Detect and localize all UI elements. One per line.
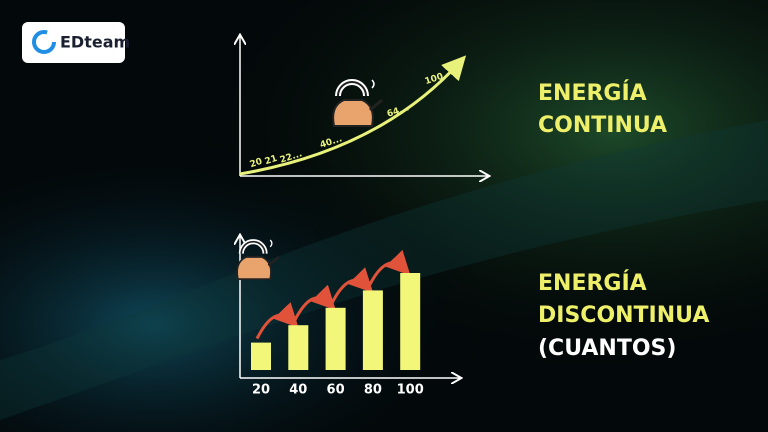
bar-label: 80 xyxy=(364,383,382,398)
heading: (CUANTOS) xyxy=(538,336,676,361)
bar xyxy=(362,290,383,370)
kettle-icon xyxy=(332,79,383,127)
bar xyxy=(325,307,346,370)
heading: ENERGÍA xyxy=(538,270,647,296)
step-arrow xyxy=(330,267,374,305)
logo-text: EDteam xyxy=(60,33,130,52)
bar xyxy=(288,325,309,370)
step-arrow xyxy=(255,302,299,340)
wave xyxy=(0,120,768,420)
curve-label: 21 xyxy=(264,154,279,167)
bar xyxy=(400,273,421,370)
heading: ENERGÍA xyxy=(538,80,647,106)
bar-label: 100 xyxy=(397,383,424,398)
curve-label: 20 xyxy=(249,157,264,170)
energy-curve xyxy=(239,55,467,176)
heading: DISCONTINUA xyxy=(538,303,709,328)
bar xyxy=(251,342,271,370)
bar-label: 40 xyxy=(289,383,307,398)
logo[interactable]: EDteam xyxy=(22,22,130,63)
step-arrow xyxy=(367,249,411,288)
step-arrow xyxy=(292,284,336,322)
heading: CONTINUA xyxy=(538,113,667,138)
bar-label: 60 xyxy=(327,383,345,398)
bar-label: 20 xyxy=(252,383,270,398)
